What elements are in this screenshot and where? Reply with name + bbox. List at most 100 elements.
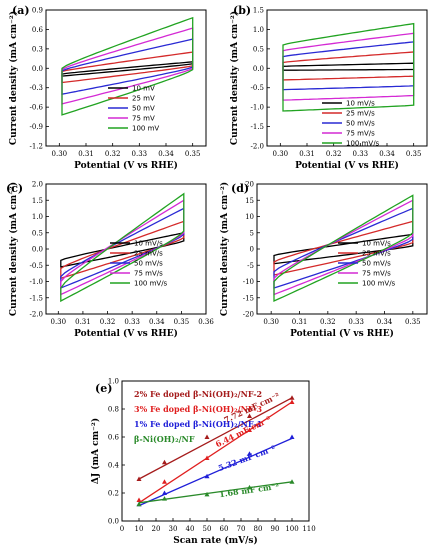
y-tick-label: -2.0	[30, 311, 44, 319]
y-tick-label: -20	[243, 311, 254, 319]
data-point	[289, 434, 295, 439]
y-tick-label: 0.3	[32, 45, 43, 53]
x-axis-label: Scan rate (mV/s)	[173, 535, 257, 546]
panel-label: (b)	[233, 4, 251, 17]
slope-annotation: 1.68 mF cm⁻²	[219, 481, 281, 499]
legend-label: 100 mV/s	[134, 280, 168, 288]
y-tick-label: 2.0	[32, 181, 43, 189]
legend-label: 10 mV	[132, 85, 155, 93]
plot-frame	[45, 183, 207, 315]
y-tick-label: 0.4	[108, 462, 120, 470]
y-tick-label: -1.5	[30, 294, 44, 302]
y-tick-label: 0.0	[32, 65, 43, 73]
x-tick-label: 0.34	[158, 150, 174, 158]
panel-c: 0.30 0.31 0.32 0.33 0.34 0.35 0.36 -2.0 -1.5 -1.0…	[6, 181, 214, 340]
panel-label: (c)	[6, 182, 23, 195]
x-tick-label: 0.33	[348, 318, 364, 326]
data-point	[289, 399, 295, 404]
y-tick-label: 1.0	[32, 213, 43, 221]
data-point	[247, 427, 252, 432]
x-tick-label: 0.33	[353, 150, 369, 158]
x-tick-label: 0.31	[78, 150, 94, 158]
legend-label: 2% Fe doped β-Ni(OH)₂/NF-2	[134, 389, 262, 399]
data-point	[136, 501, 142, 507]
x-tick-label: 0.32	[105, 150, 121, 158]
data-point	[204, 491, 210, 497]
panel-label: (d)	[231, 182, 249, 195]
y-tick-label: 0.8	[108, 406, 119, 414]
x-tick-label: 60	[220, 525, 229, 533]
y-tick-label: 0.5	[253, 45, 264, 53]
y-tick-label: 15	[245, 197, 254, 205]
legend-label: 10 mV/s	[134, 240, 163, 248]
data-point	[247, 451, 252, 456]
y-tick-label: 0.0	[108, 518, 119, 526]
x-tick-label: 0.35	[405, 318, 421, 326]
cv-loop-3	[273, 207, 414, 289]
x-tick-label: 0.34	[377, 318, 393, 326]
y-tick-label: 1.0	[253, 26, 264, 34]
data-point	[289, 479, 295, 484]
legend-label: 75 mV/s	[134, 270, 163, 278]
x-tick-label: 80	[254, 525, 263, 533]
cv-loop-5	[273, 194, 414, 303]
slope-annotation: 5.32 mF cm⁻²	[217, 443, 278, 473]
legend-label: 100 mV/s	[346, 140, 380, 148]
x-tick-label: 0.31	[75, 318, 91, 326]
legend-label: 3% Fe doped β-Ni(OH)₂/NF-3	[134, 404, 263, 414]
data-point	[204, 434, 210, 439]
y-tick-label: 0.0	[253, 65, 264, 73]
cv-loop-3	[60, 207, 185, 289]
y-tick-label: 0.2	[108, 490, 119, 498]
x-axis-label: Potential (V vs RHE)	[295, 160, 399, 171]
y-tick-label: 1.0	[108, 378, 119, 386]
x-tick-label: 40	[186, 525, 195, 533]
data-point	[204, 455, 210, 460]
panel-label: (e)	[95, 382, 112, 395]
x-tick-label: 70	[237, 525, 246, 533]
legend-label: 100 mV/s	[362, 280, 396, 288]
x-tick-label: 0.34	[379, 150, 395, 158]
y-axis-label: ΔJ (mA cm⁻²)	[90, 418, 101, 484]
data-point	[162, 479, 167, 484]
data-point	[289, 395, 295, 400]
y-tick-label: -10	[243, 278, 254, 286]
cv-loop-5	[61, 16, 194, 116]
cv-loop-2	[273, 220, 414, 276]
x-tick-label: 0	[120, 525, 124, 533]
panel-b: 0.30 0.31 0.32 0.33 0.34 0.35 -2.0 -1.5 -1.0 -0.5…	[229, 4, 428, 171]
data-point	[247, 484, 252, 490]
x-tick-label: 0.32	[320, 318, 336, 326]
y-tick-label: -2.0	[251, 143, 265, 151]
x-tick-label: 0.32	[326, 150, 342, 158]
x-tick-label: 0.33	[124, 318, 140, 326]
y-tick-label: -0.9	[30, 123, 44, 131]
legend-label: 100 mV	[132, 125, 159, 133]
y-axis-label: Current density (mA cm⁻²)	[8, 11, 19, 145]
legend-label: 25 mV/s	[134, 250, 163, 258]
x-tick-label: 90	[271, 525, 280, 533]
y-axis-label: Current density (mA cm⁻²)	[219, 182, 230, 316]
x-tick-label: 10	[135, 525, 144, 533]
legend-label: 25 mV	[132, 95, 155, 103]
y-tick-label: -15	[243, 294, 254, 302]
y-tick-label: 1.5	[253, 7, 264, 15]
y-tick-label: 0	[250, 246, 254, 254]
y-tick-label: -1.5	[251, 123, 265, 131]
x-axis-label: Potential (V vs RHE)	[74, 160, 178, 171]
x-tick-label: 0.35	[185, 150, 201, 158]
y-tick-label: 5	[250, 229, 254, 237]
data-point	[204, 473, 210, 479]
x-tick-label: 0.30	[52, 150, 68, 158]
x-tick-label: 110	[302, 525, 315, 533]
y-tick-label: 20	[245, 181, 254, 189]
plot-frame	[256, 183, 428, 315]
legend-label: 25 mV/s	[362, 250, 391, 258]
panel-d: 0.30 0.31 0.32 0.33 0.34 0.35 -20 -15 -10 -5 0 5 10 1…	[219, 181, 428, 339]
x-tick-label: 30	[169, 525, 178, 533]
y-tick-label: 10	[245, 213, 254, 221]
legend-label: 10 mV/s	[346, 100, 375, 108]
x-tick-label: 20	[152, 525, 161, 533]
panel-a: 0.30 0.31 0.32 0.33 0.34 0.35 -1.2 -0.9 -0.6 -0.3…	[8, 4, 207, 171]
